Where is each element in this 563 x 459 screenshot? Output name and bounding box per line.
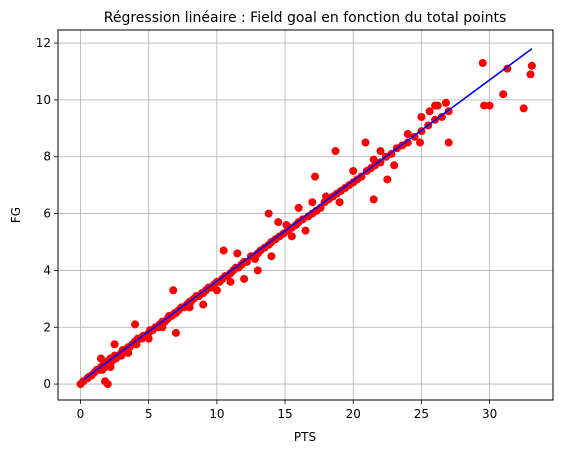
data-point (253, 266, 262, 275)
data-point (131, 320, 140, 329)
data-point (274, 218, 283, 227)
data-point (444, 138, 453, 147)
grid (58, 30, 553, 400)
data-point (433, 101, 442, 110)
data-point (294, 203, 303, 212)
data-point (219, 246, 228, 255)
data-point (499, 90, 508, 99)
data-point (331, 147, 340, 156)
data-point (169, 286, 178, 295)
y-tick-label: 4 (43, 263, 51, 277)
y-axis-label: FG (9, 207, 23, 223)
regression-line (82, 48, 533, 381)
data-point (485, 101, 494, 110)
data-point (185, 303, 194, 312)
data-point (171, 328, 180, 337)
y-tick-label: 0 (43, 377, 51, 391)
data-point (403, 138, 412, 147)
y-tick-label: 10 (36, 93, 51, 107)
data-point (369, 155, 378, 164)
data-point (311, 172, 320, 181)
data-point (308, 198, 317, 207)
data-point (110, 340, 119, 349)
data-point (212, 286, 221, 295)
x-tick-label: 10 (209, 407, 224, 421)
scatter-points (76, 58, 536, 389)
data-point (527, 61, 536, 70)
data-point (282, 220, 291, 229)
x-tick-label: 30 (482, 407, 497, 421)
y-tick-label: 12 (36, 36, 51, 50)
data-point (158, 323, 167, 332)
data-point (441, 98, 450, 107)
data-point (124, 348, 133, 357)
data-point (106, 363, 115, 372)
data-point (416, 138, 425, 147)
data-point (403, 130, 412, 139)
data-point (410, 132, 419, 141)
x-tick-label: 5 (145, 407, 153, 421)
x-axis: 0 5 10 15 20 25 30 (77, 400, 497, 421)
x-tick-label: 15 (277, 407, 292, 421)
chart-title: Régression linéaire : Field goal en fonc… (104, 10, 507, 26)
plot-frame (57, 29, 554, 401)
y-axis: 0 2 4 6 8 10 12 (36, 36, 58, 391)
data-point (437, 112, 446, 121)
data-point (137, 334, 146, 343)
x-axis-label: PTS (294, 430, 316, 444)
data-point (335, 198, 344, 207)
data-point (96, 354, 105, 363)
data-point (240, 274, 249, 283)
data-point (357, 172, 366, 181)
y-tick-label: 8 (43, 150, 51, 164)
x-tick-label: 0 (77, 407, 85, 421)
data-point (233, 249, 242, 258)
regression-line-group (82, 48, 533, 381)
data-point (376, 158, 385, 167)
data-point (390, 161, 399, 170)
data-point (376, 147, 385, 156)
y-tick-label: 6 (43, 207, 51, 221)
data-point (267, 252, 276, 261)
data-point (425, 107, 434, 116)
data-point (478, 58, 487, 67)
data-point (199, 300, 208, 309)
data-point (101, 377, 110, 386)
data-point (264, 209, 273, 218)
data-point (383, 175, 392, 184)
y-tick-label: 2 (43, 320, 51, 334)
x-tick-label: 20 (346, 407, 361, 421)
data-point (519, 104, 528, 113)
data-point (287, 232, 296, 241)
data-point (369, 195, 378, 204)
data-point (301, 226, 310, 235)
data-point (144, 334, 153, 343)
data-point (361, 138, 370, 147)
data-point (417, 112, 426, 121)
data-point (226, 277, 235, 286)
x-tick-label: 25 (414, 407, 429, 421)
data-point (251, 255, 260, 264)
data-point (526, 70, 535, 79)
data-point (503, 64, 512, 73)
data-point (349, 166, 358, 175)
